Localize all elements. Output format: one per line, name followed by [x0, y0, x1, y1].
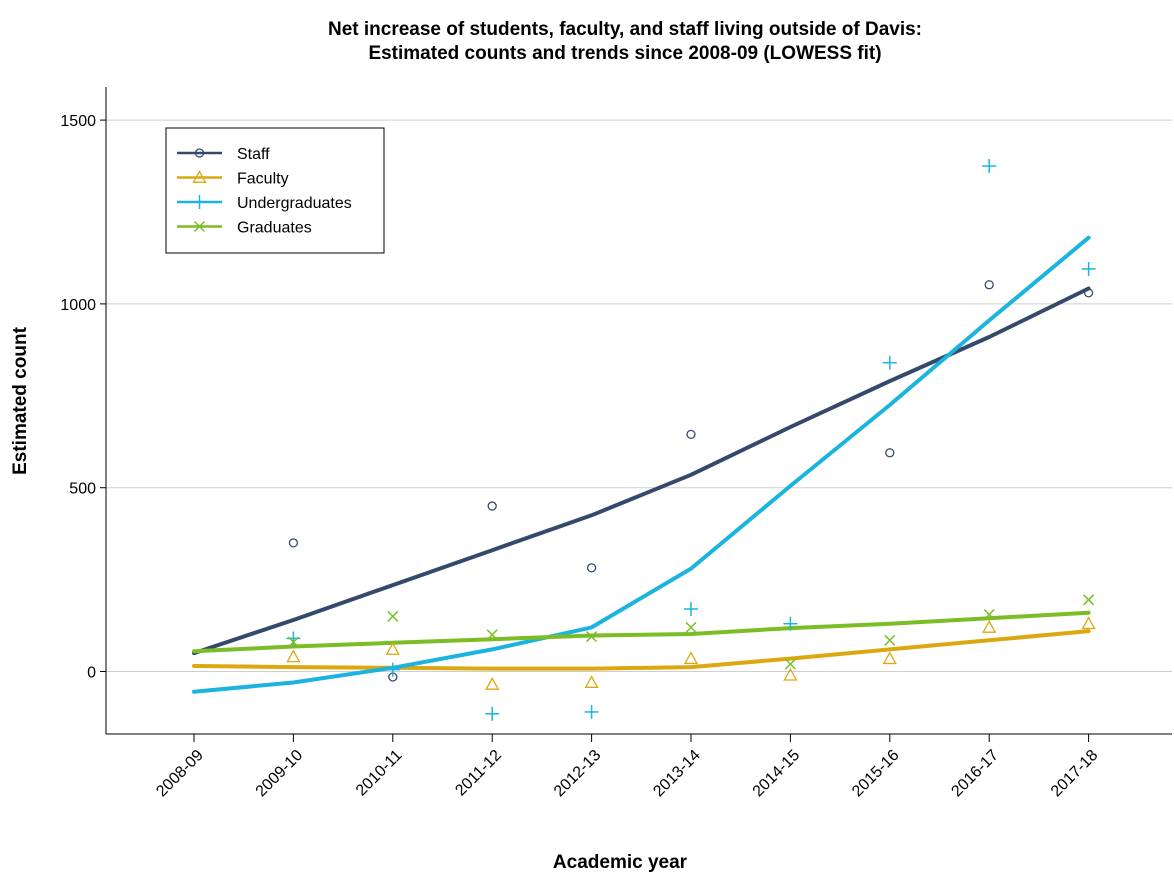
data-point-faculty: [882, 651, 897, 665]
x-tick-label: 2009-10: [253, 747, 307, 801]
trend-line-faculty: [192, 629, 1091, 671]
legend-marker: [193, 220, 206, 233]
legend-item-faculty: Faculty: [177, 170, 289, 188]
grid: [106, 119, 1172, 673]
data-point-staff: [1083, 288, 1094, 298]
x-tick-label: 2015-16: [849, 747, 903, 801]
legend-item-undergraduates: Undergraduates: [177, 195, 352, 212]
data-point-undergraduates: [783, 616, 798, 631]
chart-title: Net increase of students, faculty, and s…: [328, 19, 922, 40]
data-point-graduates: [287, 636, 299, 648]
data-point-faculty: [286, 649, 301, 663]
legend-box: [165, 127, 385, 254]
data-point-faculty: [385, 642, 400, 655]
x-tick-label: 2017-18: [1048, 747, 1102, 801]
y-tick-label: 500: [69, 481, 96, 498]
data-points: [286, 159, 1096, 721]
x-axis-title: Academic year: [553, 852, 688, 873]
x-tick-label: 2011-12: [452, 747, 505, 800]
data-point-undergraduates: [1081, 261, 1096, 276]
x-tick-label: 2016-17: [948, 747, 1002, 801]
data-point-undergraduates: [584, 704, 599, 719]
data-point-staff: [487, 501, 497, 511]
data-point-graduates: [486, 629, 498, 641]
data-point-undergraduates: [982, 159, 997, 174]
data-point-undergraduates: [385, 662, 400, 677]
legend-marker: [192, 170, 207, 183]
x-tick-label: 2012-13: [551, 747, 605, 801]
data-point-undergraduates: [286, 631, 301, 646]
data-point-graduates: [387, 610, 399, 622]
data-point-undergraduates: [485, 706, 500, 721]
legend-label: Undergraduates: [237, 195, 352, 212]
data-point-graduates: [884, 634, 896, 646]
x-tick-label: 2010-11: [353, 747, 406, 800]
data-point-faculty: [982, 620, 997, 633]
data-point-undergraduates: [882, 355, 897, 370]
x-tick-label: 2013-14: [650, 747, 704, 801]
y-tick-label: 0: [87, 665, 96, 682]
y-tick-label: 1500: [60, 113, 96, 130]
data-point-faculty: [485, 677, 500, 690]
trend-lines: [192, 235, 1091, 694]
data-point-faculty: [783, 667, 798, 681]
data-point-undergraduates: [684, 602, 698, 617]
data-point-graduates: [586, 631, 598, 643]
legend-label: Faculty: [237, 171, 289, 188]
legend-item-graduates: Graduates: [177, 220, 312, 237]
y-tick-label: 1000: [60, 297, 96, 314]
legend-label: Graduates: [237, 220, 312, 237]
x-tick-label: 2014-15: [750, 747, 804, 801]
data-point-staff: [586, 563, 597, 573]
x-tick-label: 2008-09: [153, 747, 207, 801]
legend-label: Staff: [237, 146, 270, 163]
data-point-staff: [984, 280, 994, 290]
legend-item-staff: Staff: [177, 146, 270, 163]
trend-line-graduates: [192, 610, 1091, 654]
data-point-faculty: [1081, 616, 1096, 630]
trend-line-undergraduates: [192, 235, 1091, 694]
data-point-staff: [288, 538, 299, 548]
data-point-graduates: [983, 608, 995, 621]
data-point-graduates: [685, 621, 697, 633]
legend-marker: [192, 195, 207, 209]
data-point-graduates: [1083, 594, 1095, 606]
legend-marker: [194, 148, 205, 158]
data-point-faculty: [683, 651, 699, 665]
data-point-staff: [686, 429, 696, 440]
y-axis-title: Estimated count: [10, 326, 31, 474]
data-point-graduates: [784, 658, 796, 670]
data-point-staff: [885, 448, 895, 458]
legend: Staff Faculty Undergraduates Graduates: [165, 127, 385, 254]
chart-subtitle: Estimated counts and trends since 2008-0…: [368, 43, 881, 64]
trend-line-staff: [192, 286, 1091, 656]
data-point-faculty: [584, 675, 599, 688]
